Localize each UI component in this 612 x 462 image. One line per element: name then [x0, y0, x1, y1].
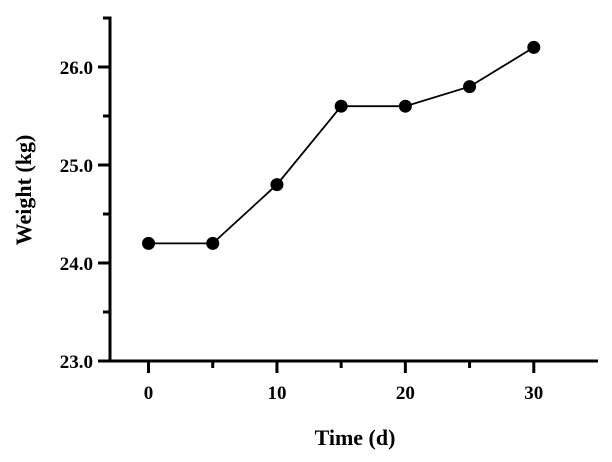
y-tick-label: 25.0	[60, 156, 93, 177]
x-axis-title: Time (d)	[315, 425, 396, 450]
y-tick-label: 26.0	[60, 58, 93, 79]
x-tick-label: 0	[144, 383, 154, 404]
data-point	[142, 236, 156, 250]
data-point	[527, 40, 541, 54]
axis-ticks: 23.0 24.0 25.0 26.0 0 10 20 30	[60, 16, 543, 404]
data-point	[463, 80, 477, 94]
y-tick-label: 24.0	[60, 254, 93, 275]
data-series	[142, 40, 541, 250]
data-point	[206, 236, 220, 250]
y-tick-label: 23.0	[60, 352, 93, 373]
data-point	[334, 99, 348, 113]
x-tick-label: 10	[267, 383, 286, 404]
series-line	[148, 46, 535, 245]
axes	[108, 16, 598, 363]
x-tick-label: 30	[524, 383, 543, 404]
data-point	[270, 178, 284, 192]
y-axis-title: Weight (kg)	[11, 135, 36, 246]
data-point	[398, 99, 412, 113]
x-tick-label: 20	[396, 383, 415, 404]
